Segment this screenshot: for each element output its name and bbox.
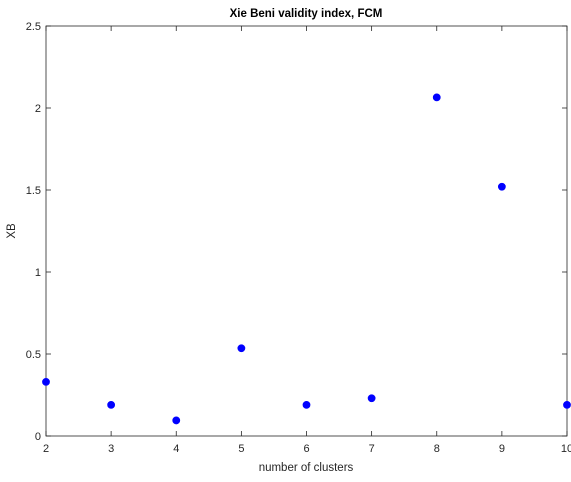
chart-title: Xie Beni validity index, FCM	[230, 8, 383, 20]
x-tick-label: 5	[238, 443, 244, 455]
data-point	[173, 417, 180, 424]
x-tick-label: 6	[303, 443, 309, 455]
plot-area	[46, 26, 567, 436]
y-tick-label: 0.5	[26, 349, 41, 361]
data-point	[238, 345, 245, 352]
x-axis-label: number of clusters	[259, 462, 354, 474]
x-tick-label: 7	[369, 443, 375, 455]
y-axis-label: XB	[6, 223, 18, 239]
x-tick-label: 3	[108, 443, 114, 455]
data-point	[563, 401, 570, 408]
data-point	[498, 183, 505, 190]
data-point	[108, 401, 115, 408]
data-point	[303, 401, 310, 408]
data-point	[433, 94, 440, 101]
x-tick-label: 8	[434, 443, 440, 455]
y-tick-label: 2	[35, 103, 41, 115]
y-tick-label: 1.5	[26, 185, 41, 197]
y-tick-label: 2.5	[26, 21, 41, 33]
x-tick-label: 4	[173, 443, 179, 455]
data-point	[42, 378, 49, 385]
x-tick-label: 10	[561, 443, 571, 455]
y-tick-label: 0	[35, 431, 41, 443]
y-tick-label: 1	[35, 267, 41, 279]
data-point	[368, 395, 375, 402]
x-tick-label: 2	[43, 443, 49, 455]
x-tick-label: 9	[499, 443, 505, 455]
